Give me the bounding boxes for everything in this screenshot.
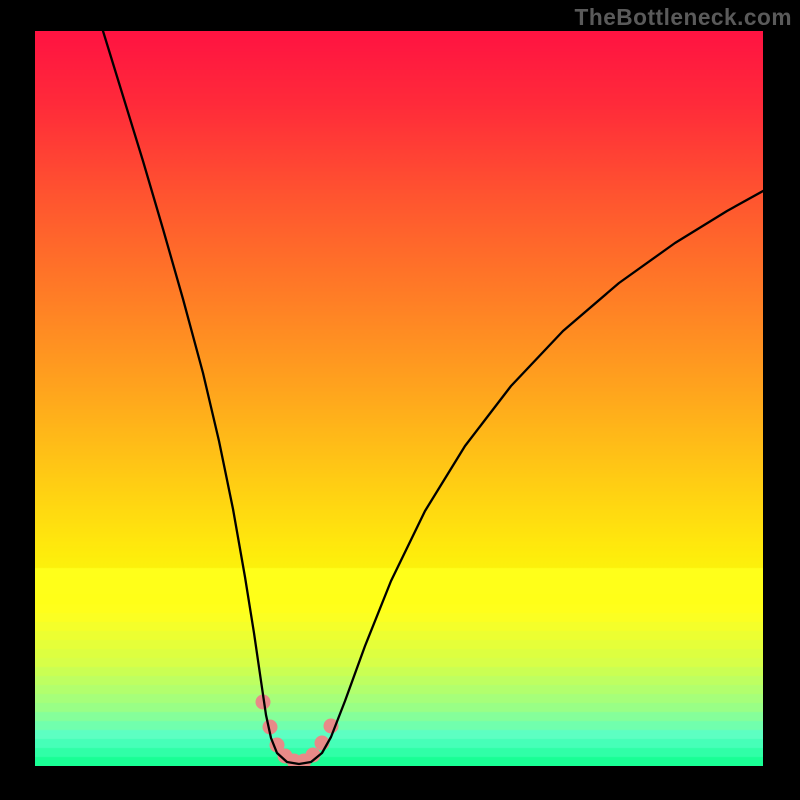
chart-container: TheBottleneck.com (0, 0, 800, 800)
plot-area (35, 31, 763, 766)
watermark-text: TheBottleneck.com (575, 4, 792, 31)
gradient-background (35, 31, 763, 766)
